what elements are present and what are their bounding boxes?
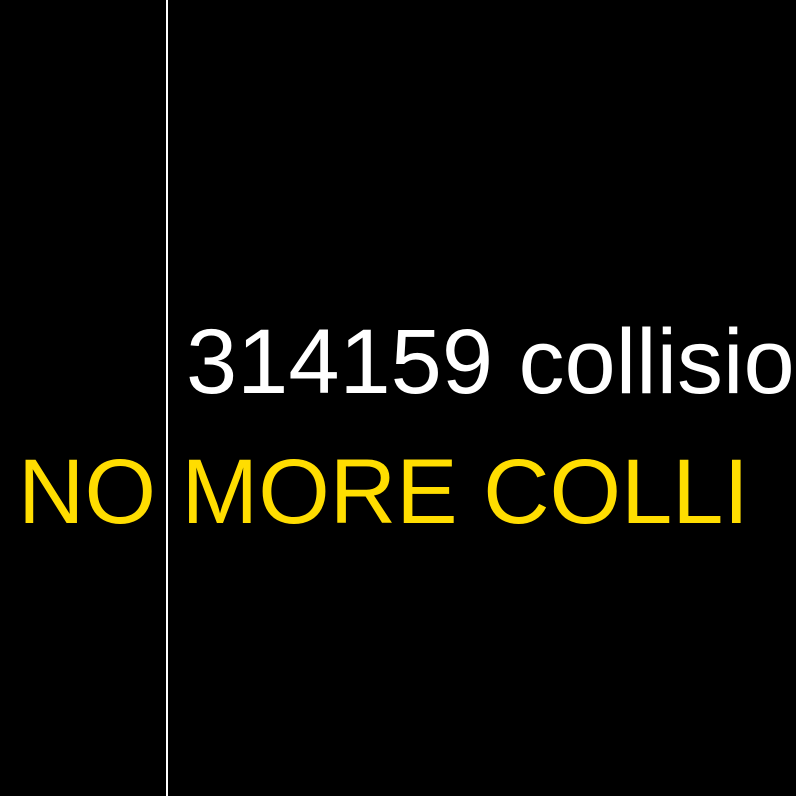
wall-line [166,0,168,796]
no-more-collisions-banner: NO MORE COLLI [18,441,750,543]
collision-counter: 314159 collisio [186,311,795,413]
